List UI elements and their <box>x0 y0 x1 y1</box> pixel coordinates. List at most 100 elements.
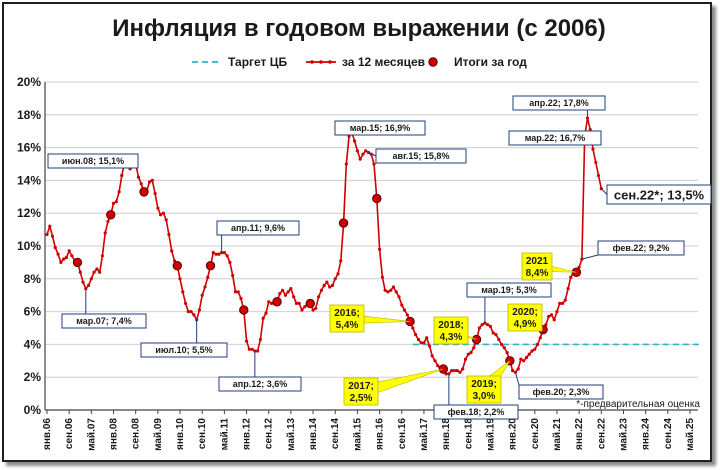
monthly-point <box>378 247 382 251</box>
x-tick-label: янв.14 <box>308 418 319 450</box>
annotation: 2018;4,3% <box>433 316 477 345</box>
monthly-point <box>62 257 66 261</box>
annual-point <box>106 210 116 220</box>
y-axis: 0% 2% 4% 6% 8% 10% 12% 14% 16% 18% 20% <box>17 75 46 417</box>
monthly-point <box>477 326 481 330</box>
monthly-point <box>222 251 226 255</box>
label-box <box>218 376 302 392</box>
x-tick-label: сен.08 <box>131 418 142 450</box>
monthly-point <box>106 219 110 223</box>
monthly-point <box>383 288 387 292</box>
x-tick-label: сен.24 <box>663 418 674 450</box>
monthly-point <box>524 355 529 360</box>
x-tick-label: сен.06 <box>64 418 75 450</box>
annotation: мар.22; 16,7% <box>508 130 602 146</box>
monthly-point <box>353 139 357 143</box>
annotation: апр.22; 17,8% <box>512 95 606 119</box>
annotation-text: 3,0% <box>473 391 496 402</box>
chart-title: Инфляция в годовом выражении (с 2006) <box>112 15 606 42</box>
monthly-point <box>430 354 434 358</box>
monthly-point <box>50 234 55 238</box>
chart-frame: 0% 2% 4% 6% 8% 10% 12% 14% 16% 18% 20% янв.06 сен.0… <box>2 2 712 462</box>
monthly-point <box>322 283 326 287</box>
annotation: июн.08; 15,1% <box>47 153 139 169</box>
annotation-text: 2019; <box>471 379 497 390</box>
annotation-text: сен.22*; 13,5% <box>614 188 705 203</box>
monthly-point <box>300 308 304 312</box>
legend-swatch-dot <box>310 60 314 64</box>
monthly-point <box>519 357 523 361</box>
callout-box <box>343 377 379 406</box>
y-tick-label: 2% <box>24 370 42 384</box>
monthly-point <box>186 310 190 314</box>
monthly-point <box>505 351 509 355</box>
monthly-point <box>516 367 520 371</box>
monthly-point <box>361 152 365 156</box>
x-tick-label: май.25 <box>685 418 696 451</box>
monthly-point <box>499 342 504 346</box>
monthly-point <box>225 254 229 258</box>
monthly-point <box>319 288 323 292</box>
monthly-point <box>150 178 154 182</box>
annotation: апр.11; 9,6% <box>216 220 300 253</box>
y-tick-label: 10% <box>17 239 41 253</box>
annotation-text: апр.22; 17,8% <box>529 98 588 108</box>
monthly-point <box>89 277 93 281</box>
x-tick-label: сен.12 <box>264 418 275 450</box>
legend-item: за 12 месяцев <box>306 55 425 69</box>
annual-series <box>72 187 582 374</box>
annotation-text: апр.11; 9,6% <box>231 223 285 233</box>
monthly-point <box>472 346 476 350</box>
label-box <box>512 95 606 111</box>
monthly-point <box>45 232 49 237</box>
annual-point <box>205 260 216 271</box>
y-tick-label: 8% <box>24 272 42 286</box>
annotation: мар.19; 5,3% <box>466 282 552 324</box>
leader-line <box>581 254 599 260</box>
annotation: мар.07; 7,4% <box>61 288 147 329</box>
monthly-point <box>333 277 337 281</box>
monthly-point <box>511 369 515 373</box>
label-box <box>508 130 602 146</box>
monthly-point <box>594 160 598 164</box>
annotation-text: 4,9% <box>514 319 537 330</box>
monthly-point <box>114 200 118 204</box>
monthly-point <box>314 306 318 310</box>
monthly-point <box>111 201 116 205</box>
monthly-point <box>419 341 423 345</box>
label-box <box>597 240 685 256</box>
monthly-point <box>328 285 332 289</box>
monthly-point <box>200 293 204 297</box>
annotation-text: 4,3% <box>440 332 463 343</box>
monthly-point <box>317 295 321 299</box>
legend-label: Итоги за год <box>454 55 527 69</box>
monthly-point <box>98 270 102 274</box>
y-tick-label: 4% <box>24 337 42 351</box>
monthly-point <box>450 369 454 373</box>
callout-box <box>466 375 502 404</box>
monthly-point <box>455 369 459 373</box>
monthly-point <box>236 290 240 294</box>
monthly-point <box>139 182 143 186</box>
annotation-text: фев.18; 2,2% <box>448 407 505 417</box>
annotation: фев.18; 2,2% <box>433 373 519 420</box>
monthly-point <box>250 347 254 351</box>
annotation: апр.12; 3,6% <box>218 350 302 392</box>
monthly-point <box>530 349 534 353</box>
annotation: сен.22*; 13,5% <box>600 184 712 205</box>
monthly-point <box>136 175 141 179</box>
x-tick-label: май.07 <box>86 418 97 451</box>
x-tick-label: сен.14 <box>330 418 341 450</box>
footnote: *-предварительная оценка <box>576 399 700 410</box>
monthly-point <box>164 218 168 222</box>
monthly-point <box>491 331 495 335</box>
monthly-point <box>502 346 506 350</box>
monthly-point <box>184 301 188 305</box>
monthly-point <box>197 308 201 312</box>
monthly-point <box>494 333 498 337</box>
monthly-point <box>217 252 221 256</box>
annotation: 2019;3,0% <box>466 360 511 404</box>
monthly-point <box>214 252 218 256</box>
monthly-point <box>67 249 71 253</box>
